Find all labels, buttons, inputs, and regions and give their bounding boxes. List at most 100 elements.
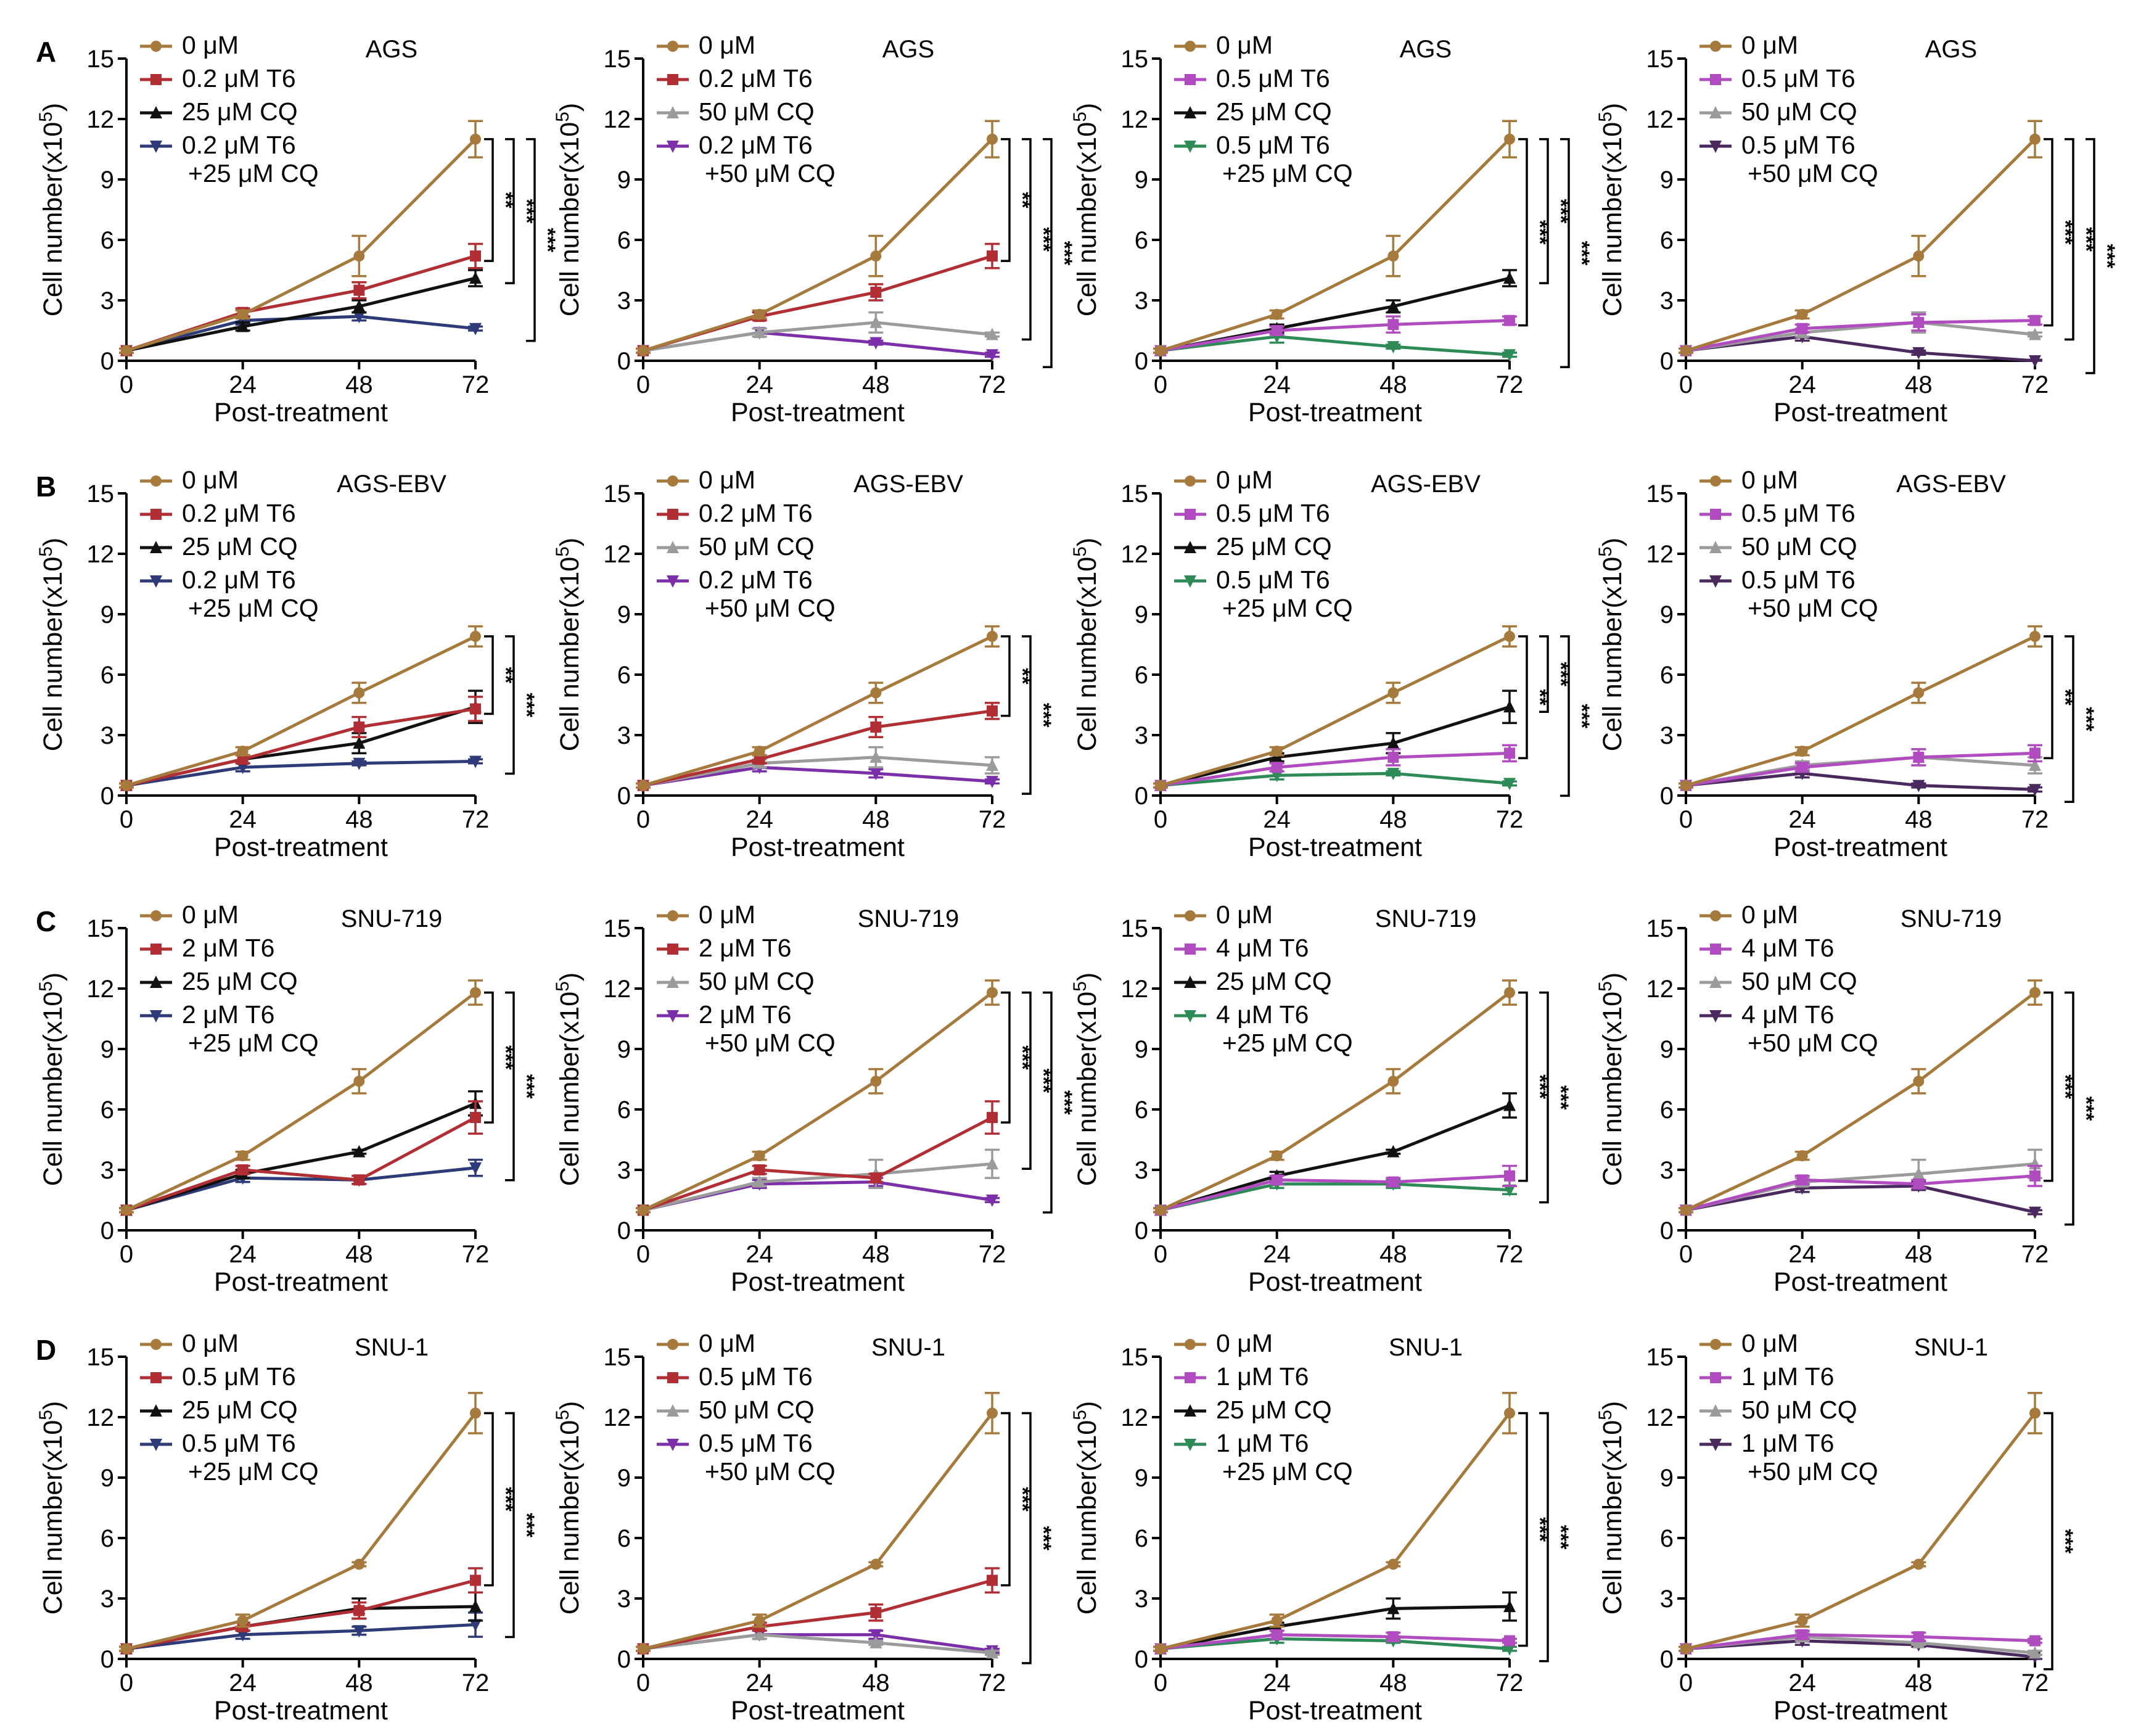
x-tick-label: 72 <box>462 371 490 398</box>
y-tick-label: 15 <box>1646 915 1674 942</box>
data-point-triangle-down <box>2029 1206 2041 1219</box>
x-tick-label: 24 <box>1788 806 1816 833</box>
legend-label: 0.2 μM T6 <box>699 499 813 527</box>
data-point-triangle-down <box>869 768 882 781</box>
significance-bracket: *** <box>2044 991 2077 1182</box>
data-point-triangle-up <box>1184 976 1196 988</box>
data-point-triangle-up <box>1503 700 1516 713</box>
y-axis-label-main: Cell number(x10 <box>1072 1420 1102 1615</box>
bracket-line <box>484 138 494 262</box>
x-tick-label: 24 <box>1263 371 1291 398</box>
y-tick-label: 9 <box>1660 1036 1674 1063</box>
x-tick-label: 72 <box>979 806 1006 833</box>
data-point-circle <box>1710 1339 1721 1350</box>
x-tick-label: 0 <box>1679 371 1693 398</box>
significance-bracket: ** <box>484 635 517 715</box>
data-point-circle <box>987 133 998 145</box>
series-line <box>643 1116 993 1212</box>
data-point-square <box>150 944 162 955</box>
y-tick-label: 12 <box>604 1404 631 1431</box>
y-axis-label: Cell number(x105) <box>1595 538 1627 751</box>
data-point-triangle-down <box>869 337 882 350</box>
legend-label: 0.5 μM T6 <box>1741 64 1856 93</box>
y-tick-label: 12 <box>1646 541 1674 568</box>
legend-label: 50 μM CQ <box>699 967 815 995</box>
series-3 <box>636 1176 1000 1217</box>
y-axis-label-exponent: 5 <box>1070 981 1090 992</box>
legend-label: 50 μM CQ <box>699 1396 815 1424</box>
series-line <box>1160 1104 1510 1212</box>
series-line <box>1160 1637 1510 1651</box>
data-point-circle <box>1680 780 1691 791</box>
series-1 <box>119 1567 483 1655</box>
x-tick-label: 0 <box>636 806 650 833</box>
y-tick-label: 15 <box>604 480 631 508</box>
y-axis-label-exponent: 5 <box>36 1410 56 1420</box>
y-tick-label: 0 <box>617 1646 631 1673</box>
y-tick-label: 6 <box>617 1096 631 1124</box>
bracket-line <box>1001 635 1011 717</box>
data-point-circle <box>1155 345 1166 356</box>
x-tick-label: 72 <box>2021 1669 2049 1697</box>
series-line <box>1685 1412 2036 1651</box>
bracket-line <box>1518 1412 1528 1647</box>
y-tick-label: 3 <box>1135 1157 1148 1184</box>
chart-panel-B2: 0 3 6 9 12 15 0 24 48 72 Post-treatment Cell number… <box>553 466 1055 862</box>
y-axis-label-close: ) <box>1072 103 1102 112</box>
y-tick-label: 12 <box>87 1404 115 1431</box>
y-axis-label: Cell number(x105) <box>1595 973 1627 1186</box>
panel-title: SNU-719 <box>858 905 960 932</box>
data-point-triangle-up <box>753 326 766 339</box>
data-point-triangle-down <box>1270 770 1283 783</box>
legend-label: 25 μM CQ <box>182 1396 298 1424</box>
legend-label: 25 μM CQ <box>1216 97 1332 126</box>
y-axis-label: Cell number(x105) <box>36 973 68 1186</box>
data-point-triangle-up <box>1709 1404 1722 1417</box>
data-point-square <box>2029 747 2041 759</box>
legend-label: 1 μM T6 <box>1741 1429 1834 1457</box>
y-tick-label: 12 <box>1121 1404 1149 1431</box>
series-0 <box>636 625 1000 791</box>
data-point-square <box>2029 1635 2041 1647</box>
data-point-circle <box>1680 1643 1691 1655</box>
data-point-square <box>1913 1178 1925 1190</box>
row-letter: B <box>36 471 56 503</box>
data-point-circle <box>121 345 132 356</box>
y-tick-label: 9 <box>1660 1465 1674 1492</box>
significance-bracket: *** <box>2044 1412 2077 1671</box>
bracket-line <box>1539 635 1549 714</box>
significance-bracket: *** <box>1043 991 1076 1214</box>
legend-label: 0.5 μM T6 <box>699 1429 813 1457</box>
y-tick-label: 6 <box>101 1096 114 1124</box>
data-point-circle <box>1913 1076 1925 1087</box>
significance-stars: *** <box>515 1074 538 1099</box>
y-tick-label: 9 <box>617 167 631 194</box>
data-point-triangle-down <box>150 1010 162 1022</box>
y-tick-label: 9 <box>101 167 114 194</box>
data-point-circle <box>1710 910 1721 921</box>
y-tick-label: 3 <box>1135 287 1148 315</box>
y-tick-label: 15 <box>1646 46 1674 73</box>
series-line <box>1160 1174 1510 1212</box>
legend-label-continued: +50 μM CQ <box>1748 1457 1878 1486</box>
series-0 <box>1153 625 1517 791</box>
significance-bracket: ** <box>1001 138 1034 262</box>
chart-panel-A4: 0 3 6 9 12 15 0 24 48 72 Post-treatment Cell number… <box>1595 31 2119 427</box>
legend-label: 0.5 μM T6 <box>182 1362 296 1391</box>
series-2 <box>1679 311 2042 356</box>
y-axis-label-close: ) <box>38 103 68 112</box>
data-point-square <box>1710 1372 1721 1383</box>
y-tick-label: 0 <box>101 783 114 810</box>
y-tick-label: 9 <box>1135 601 1148 628</box>
data-point-triangle-down <box>469 755 482 768</box>
y-axis-label-close: ) <box>38 538 68 546</box>
series-1 <box>1153 315 1517 356</box>
chart-panel-C4: 0 3 6 9 12 15 0 24 48 72 Post-treatment Cell number… <box>1595 900 2098 1297</box>
y-tick-label: 6 <box>1135 1096 1148 1124</box>
y-axis-label-main: Cell number(x10 <box>1598 557 1627 751</box>
significance-stars: *** <box>1032 1526 1055 1550</box>
data-point-square <box>1796 323 1808 334</box>
data-point-triangle-up <box>1387 736 1400 749</box>
data-point-triangle-down <box>236 1629 249 1642</box>
